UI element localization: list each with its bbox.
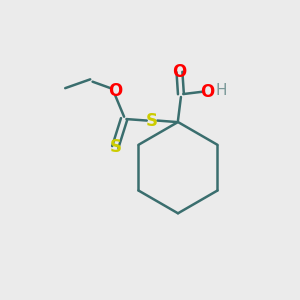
Text: O: O bbox=[172, 63, 187, 81]
Text: H: H bbox=[216, 83, 227, 98]
Text: O: O bbox=[200, 83, 214, 101]
Text: O: O bbox=[108, 82, 122, 100]
Text: S: S bbox=[146, 112, 158, 130]
Text: S: S bbox=[109, 138, 121, 156]
